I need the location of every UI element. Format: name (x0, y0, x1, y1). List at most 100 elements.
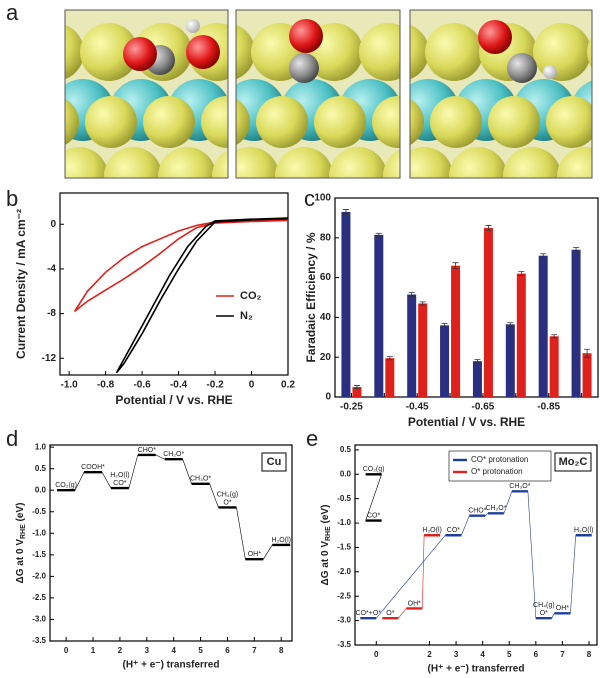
error-bar (584, 348, 591, 358)
y-axis-label-part: RHE (20, 524, 27, 539)
y-axis-label-part: RHE (325, 526, 332, 541)
plot-frame (59, 192, 289, 376)
atom (410, 24, 429, 80)
bar (341, 211, 351, 397)
tag: Mo₂C (559, 456, 588, 468)
connector (236, 507, 246, 560)
y-tick-label: -2.5 (337, 591, 351, 600)
connector (182, 459, 192, 484)
y-tick-label: -1.0 (337, 518, 351, 527)
atom (533, 23, 591, 81)
y-tick-label: -1.0 (32, 528, 46, 537)
y-axis-label-part: (eV) (320, 505, 331, 527)
bar (472, 361, 482, 397)
x-tick-label: 8 (279, 646, 284, 655)
x-tick-label: -0.65 (472, 402, 495, 413)
image-border (235, 9, 401, 179)
error-bar (386, 356, 393, 361)
y-axis-label-part: Current Density / mA cm⁻² (14, 209, 28, 359)
level-label: CO*+O* (356, 610, 382, 617)
error-bar (441, 322, 448, 328)
bar (374, 234, 384, 397)
bar (538, 255, 548, 397)
x-tick-label: 5 (198, 646, 203, 655)
bar (582, 353, 592, 397)
level-label: CH₂O* (485, 505, 506, 512)
atom (543, 65, 557, 79)
plot-frame (334, 197, 599, 398)
y-tick-label: -2.0 (32, 571, 46, 580)
y-axis-label: Current Density / mA cm⁻² (14, 209, 28, 359)
error-bar (353, 385, 360, 390)
y-axis-label-part: (eV) (15, 503, 26, 525)
x-tick-label: 1 (91, 646, 96, 655)
atom (212, 150, 228, 178)
x-tick-label: 7 (252, 646, 257, 655)
y-tick-label: 0.5 (35, 464, 47, 473)
y-tick-label: -1.5 (32, 550, 46, 559)
structure-images (64, 9, 593, 179)
atom (503, 147, 561, 178)
error-bar (518, 271, 525, 277)
connector (485, 513, 489, 516)
atom (478, 20, 512, 54)
x-tick-label: 8 (587, 650, 592, 659)
atom (488, 96, 540, 148)
level-label: H₂O(l) (272, 537, 291, 544)
x-tick-label: 6 (225, 646, 230, 655)
connector (263, 544, 273, 560)
atom (201, 96, 228, 148)
x-tick-label: -0.6 (133, 380, 151, 391)
bar (516, 273, 526, 397)
y-axis-label-part: Faradaic Efficiency / % (304, 232, 318, 362)
y-tick-label: 1.0 (35, 442, 47, 451)
y-tick-label: 100 (314, 193, 331, 204)
connector (365, 474, 382, 521)
level-label: H₂O(l) (574, 527, 593, 534)
x-tick-label: 0.2 (281, 380, 295, 391)
bar (571, 249, 581, 397)
atom (425, 23, 483, 81)
y-tick-label: 60 (320, 272, 332, 283)
bar (407, 294, 417, 397)
x-tick-label: 4 (171, 646, 176, 655)
atom (158, 147, 216, 178)
atom (80, 23, 138, 81)
atom (275, 147, 333, 178)
x-tick-label: -0.25 (340, 402, 363, 413)
connector (461, 515, 470, 536)
bar (451, 265, 461, 397)
x-tick-label: 0 (374, 650, 379, 659)
y-axis-label: ΔG at 0 VRHE (eV) (15, 503, 28, 584)
y-tick-label: -3.5 (32, 636, 46, 645)
connector (74, 472, 85, 491)
legend-label: CO₂ (240, 290, 262, 302)
connector (209, 483, 219, 508)
x-tick-label: 0 (249, 380, 255, 391)
x-tick-label: 5 (507, 650, 512, 659)
structure-image (236, 10, 400, 178)
y-axis-label-part: ΔG at 0 V (320, 541, 331, 586)
atom (507, 53, 537, 83)
structure-image (410, 10, 592, 178)
y-tick-label: 0.0 (35, 485, 47, 494)
level-label: CH₄(g) (217, 491, 239, 498)
x-tick-label: 2 (118, 646, 123, 655)
y-axis-label: ΔG at 0 VRHE (eV) (320, 505, 333, 586)
level-label: CHO* (138, 447, 157, 454)
atom (383, 149, 400, 178)
atom (410, 98, 424, 146)
y-tick-label: -0.5 (337, 494, 351, 503)
x-tick-label: -0.45 (406, 402, 429, 413)
atom (430, 96, 482, 148)
level-label: H₂O(l) (422, 527, 441, 534)
y-tick-label: 80 (320, 232, 332, 243)
atom (65, 147, 108, 178)
y-axis-label-part: ΔG at 0 V (15, 539, 26, 584)
bar (505, 324, 515, 397)
level-label: O* (223, 499, 231, 506)
x-tick-label: 4 (480, 650, 485, 659)
error-bar (573, 246, 580, 253)
atom (372, 96, 400, 148)
